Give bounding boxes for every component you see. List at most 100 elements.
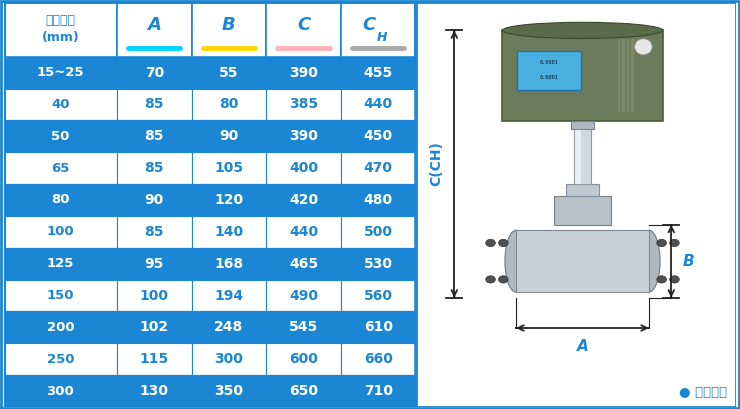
Bar (517, 51, 581, 90)
Text: 120: 120 (215, 193, 243, 207)
Bar (627, 40, 629, 112)
Ellipse shape (657, 239, 667, 247)
Text: A: A (147, 16, 161, 34)
Bar (575, 121, 581, 184)
Text: 194: 194 (215, 288, 243, 303)
Text: 70: 70 (145, 65, 164, 80)
Text: 102: 102 (140, 320, 169, 334)
Bar (574, 121, 591, 184)
Bar (266, 120, 341, 152)
Bar (117, 89, 192, 120)
Text: 300: 300 (47, 384, 74, 398)
Text: A: A (576, 339, 588, 354)
Text: B: B (683, 254, 695, 269)
Bar (622, 40, 625, 112)
Bar (4, 152, 117, 184)
Text: 65: 65 (51, 162, 70, 175)
Bar (192, 280, 266, 311)
Ellipse shape (505, 230, 528, 292)
Ellipse shape (670, 276, 679, 283)
Ellipse shape (638, 230, 660, 292)
Text: 300: 300 (215, 352, 243, 366)
Text: 仪表口径
(mm): 仪表口径 (mm) (41, 14, 79, 44)
Bar (266, 152, 341, 184)
Ellipse shape (485, 239, 495, 247)
Bar (117, 343, 192, 375)
Text: 420: 420 (289, 193, 318, 207)
Bar (192, 57, 266, 89)
Text: 0.0001: 0.0001 (539, 60, 558, 65)
Bar (631, 40, 633, 112)
Text: H: H (377, 31, 387, 44)
Bar (341, 343, 415, 375)
Bar (618, 40, 620, 112)
Text: 85: 85 (144, 225, 164, 239)
Bar (192, 120, 266, 152)
Bar (341, 120, 415, 152)
Text: 125: 125 (47, 257, 74, 270)
Bar (517, 230, 649, 292)
Bar (266, 311, 341, 343)
Text: 0.0001: 0.0001 (539, 75, 558, 80)
Bar (117, 152, 192, 184)
Bar (192, 343, 266, 375)
Text: 50: 50 (51, 130, 70, 143)
Bar (266, 184, 341, 216)
Bar (192, 184, 266, 216)
Bar (266, 2, 341, 57)
Bar (341, 89, 415, 120)
Bar (4, 184, 117, 216)
Ellipse shape (635, 39, 652, 55)
Text: 100: 100 (47, 225, 74, 238)
Text: C: C (363, 16, 376, 34)
Bar (192, 375, 266, 407)
Text: 80: 80 (51, 193, 70, 207)
Text: 40: 40 (51, 98, 70, 111)
Bar (4, 311, 117, 343)
Text: 100: 100 (140, 288, 169, 303)
Text: 530: 530 (363, 257, 393, 271)
Bar (341, 152, 415, 184)
Bar (266, 375, 341, 407)
Text: 85: 85 (144, 129, 164, 143)
Bar (4, 89, 117, 120)
Bar (192, 311, 266, 343)
Text: 168: 168 (215, 257, 243, 271)
Text: 390: 390 (289, 129, 318, 143)
Text: 500: 500 (363, 225, 393, 239)
Text: 600: 600 (289, 352, 318, 366)
Bar (192, 248, 266, 280)
Bar (266, 57, 341, 89)
Text: ● 常规仪表: ● 常规仪表 (679, 386, 727, 399)
Text: 455: 455 (363, 65, 393, 80)
Text: 490: 490 (289, 288, 318, 303)
Text: 85: 85 (144, 97, 164, 112)
Text: 440: 440 (363, 97, 393, 112)
Text: 450: 450 (363, 129, 393, 143)
Text: 390: 390 (289, 65, 318, 80)
Text: 480: 480 (363, 193, 393, 207)
Text: C: C (297, 16, 310, 34)
Bar (567, 184, 599, 196)
Text: 545: 545 (289, 320, 318, 334)
Text: 200: 200 (47, 321, 74, 334)
Bar (117, 280, 192, 311)
Text: 140: 140 (215, 225, 243, 239)
Text: 80: 80 (219, 97, 238, 112)
Text: 610: 610 (363, 320, 393, 334)
Text: 465: 465 (289, 257, 318, 271)
Text: 90: 90 (145, 193, 164, 207)
Text: 400: 400 (289, 161, 318, 175)
Bar (117, 184, 192, 216)
Bar (341, 216, 415, 248)
Text: 115: 115 (140, 352, 169, 366)
Bar (266, 248, 341, 280)
Bar (266, 216, 341, 248)
Text: 250: 250 (47, 353, 74, 366)
Bar (341, 280, 415, 311)
Bar (502, 30, 662, 121)
Bar (266, 89, 341, 120)
Bar (4, 280, 117, 311)
Bar (341, 184, 415, 216)
Bar (4, 375, 117, 407)
